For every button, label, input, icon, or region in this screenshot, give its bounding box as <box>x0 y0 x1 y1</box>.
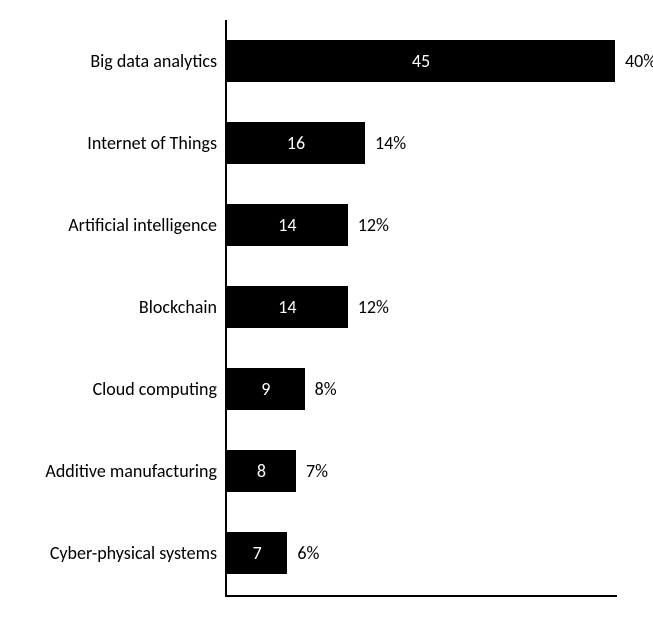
bar: 16 <box>227 122 365 164</box>
category-label: Big data analytics <box>90 50 217 72</box>
bar-percent: 8% <box>315 378 337 400</box>
bar: 7 <box>227 532 287 574</box>
bar: 9 <box>227 368 305 410</box>
bar-value: 16 <box>287 132 305 154</box>
bar: 14 <box>227 204 348 246</box>
category-label: Blockchain <box>139 296 217 318</box>
bar-percent: 14% <box>375 132 406 154</box>
bar-row: Cloud computing 9 8% <box>0 348 653 430</box>
tech-frequency-bar-chart: Big data analytics 45 40% Internet of Th… <box>0 0 653 623</box>
bar-row: Additive manufacturing 8 7% <box>0 430 653 512</box>
category-label: Artificial intelligence <box>68 214 217 236</box>
bar-row: Internet of Things 16 14% <box>0 102 653 184</box>
bar: 8 <box>227 450 296 492</box>
bar: 14 <box>227 286 348 328</box>
bar-value: 7 <box>253 542 262 564</box>
bar-row: Cyber-physical systems 7 6% <box>0 512 653 594</box>
bar-row: Blockchain 14 12% <box>0 266 653 348</box>
category-label: Cyber-physical systems <box>50 542 217 564</box>
bar-value: 45 <box>412 50 430 72</box>
bar-value: 8 <box>257 460 266 482</box>
bar-percent: 6% <box>297 542 319 564</box>
bar-row: Big data analytics 45 40% <box>0 20 653 102</box>
bar-percent: 12% <box>358 214 389 236</box>
bar-value: 14 <box>278 214 296 236</box>
category-label: Cloud computing <box>93 378 217 400</box>
bar-value: 9 <box>261 378 270 400</box>
bar-value: 14 <box>278 296 296 318</box>
bar-row: Artificial intelligence 14 12% <box>0 184 653 266</box>
bar: 45 <box>227 40 615 82</box>
bar-percent: 7% <box>306 460 328 482</box>
bar-percent: 40% <box>625 50 653 72</box>
category-label: Additive manufacturing <box>45 460 217 482</box>
category-label: Internet of Things <box>87 132 217 154</box>
bar-percent: 12% <box>358 296 389 318</box>
